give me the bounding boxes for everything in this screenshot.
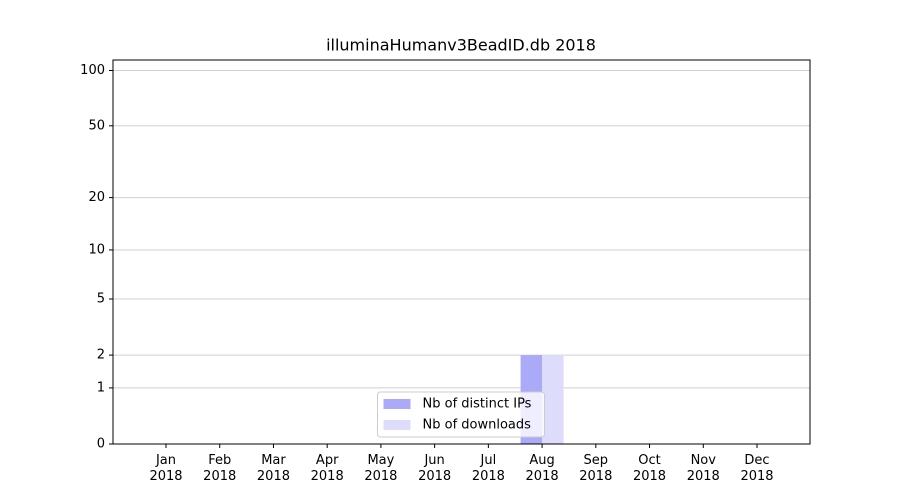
y-tick-label: 50 [88,118,105,133]
y-tick-label: 20 [88,190,105,205]
x-tick-label: Jun 2018 [418,453,452,484]
x-tick-label: May 2018 [364,453,398,484]
y-tick-label: 0 [97,437,105,452]
x-tick-label: Aug 2018 [525,453,559,484]
bar [542,355,564,444]
x-tick-label: Sep 2018 [579,453,613,484]
legend-swatch [383,420,411,430]
x-tick-label: Apr 2018 [310,453,344,484]
x-tick-label: Oct 2018 [632,453,667,484]
x-tick-label: Feb 2018 [203,453,237,484]
legend-label: Nb of downloads [423,418,532,433]
x-tick-label: Dec 2018 [740,453,774,484]
chart-title: illuminaHumanv3BeadID.db 2018 [326,36,596,55]
y-tick-label: 10 [88,242,105,257]
x-tick-label: Jul 2018 [471,453,505,484]
legend-label: Nb of distinct IPs [423,397,532,412]
y-tick-label: 100 [80,63,105,78]
y-tick-label: 5 [97,291,105,306]
x-tick-label: Nov 2018 [686,453,720,484]
legend-box [377,391,545,438]
legend-swatch [383,399,411,409]
y-tick-label: 2 [97,348,105,363]
x-tick-label: Mar 2018 [256,453,290,484]
legend: Nb of distinct IPs Nb of downloads [377,391,545,438]
plot-frame [112,59,811,445]
x-tick-label: Jan 2018 [149,453,183,484]
y-tick-label: 1 [97,380,105,395]
